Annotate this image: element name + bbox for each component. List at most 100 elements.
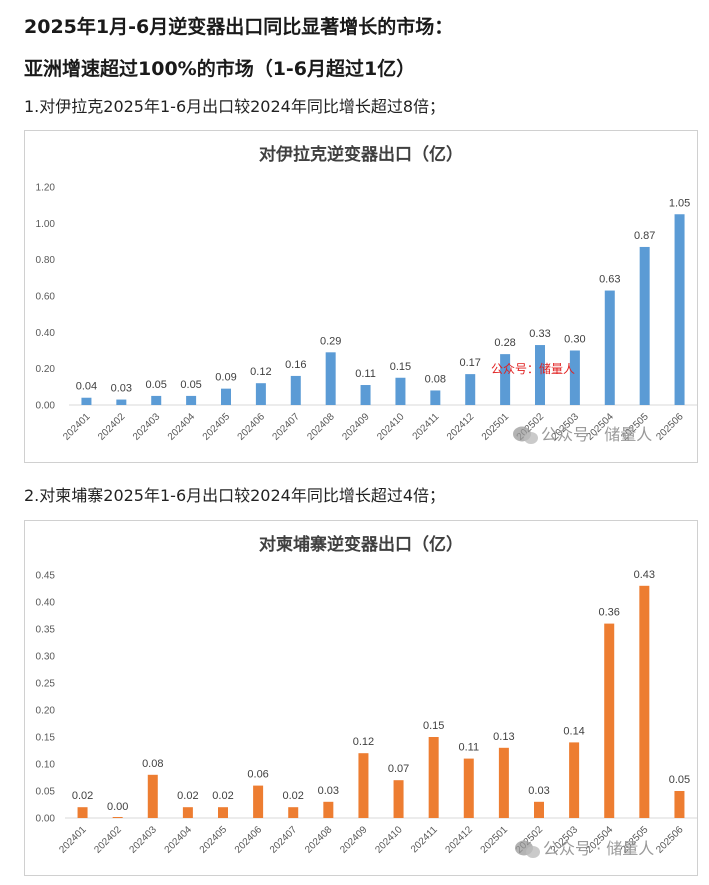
iraq-x-tick-label: 202401 bbox=[61, 411, 93, 443]
cambodia-bar bbox=[639, 585, 650, 818]
iraq-x-tick-label: 202407 bbox=[271, 411, 303, 443]
iraq-x-tick-label: 202409 bbox=[340, 411, 372, 443]
cambodia-bar bbox=[569, 742, 580, 818]
iraq-data-label: 0.15 bbox=[390, 361, 411, 373]
iraq-x-tick-label: 202501 bbox=[480, 411, 512, 443]
cambodia-data-label: 0.03 bbox=[528, 785, 549, 797]
cambodia-y-tick-label: 0.30 bbox=[36, 652, 56, 663]
iraq-y-tick-label: 0.60 bbox=[36, 292, 56, 303]
iraq-y-tick-label: 0.40 bbox=[36, 328, 56, 339]
cambodia-x-tick-label: 202410 bbox=[373, 824, 405, 856]
iraq-data-label: 0.30 bbox=[564, 334, 585, 346]
cambodia-bar bbox=[463, 758, 474, 818]
cambodia-bar bbox=[393, 780, 404, 818]
iraq-data-label: 0.33 bbox=[529, 328, 550, 340]
cambodia-data-label: 0.08 bbox=[142, 758, 163, 770]
iraq-x-tick-label: 202404 bbox=[166, 411, 198, 443]
iraq-bar bbox=[325, 352, 336, 405]
cambodia-data-label: 0.06 bbox=[247, 769, 268, 781]
iraq-x-tick-label: 202412 bbox=[445, 411, 477, 443]
cambodia-data-label: 0.43 bbox=[634, 569, 655, 581]
cambodia-x-tick-label: 202411 bbox=[409, 824, 440, 855]
iraq-inverter-export-chart: 对伊拉克逆变器出口（亿） 0.00 0.20 0.40 0.60 0.80 1.00 1.20… bbox=[24, 130, 698, 463]
iraq-bar bbox=[151, 395, 162, 405]
cambodia-x-tick-label: 202405 bbox=[198, 824, 230, 856]
cambodia-bar bbox=[498, 747, 509, 818]
iraq-bar bbox=[290, 375, 301, 405]
cambodia-x-tick-label: 202406 bbox=[233, 824, 265, 856]
cambodia-data-label: 0.15 bbox=[423, 720, 444, 732]
iraq-bar bbox=[395, 377, 406, 405]
iraq-chart-svg: 对伊拉克逆变器出口（亿） 0.00 0.20 0.40 0.60 0.80 1.00 1.20… bbox=[36, 144, 697, 444]
iraq-bar bbox=[500, 354, 511, 405]
cambodia-chart-title: 对柬埔寨逆变器出口（亿） bbox=[259, 534, 463, 555]
iraq-bar bbox=[255, 383, 266, 405]
heading-line-1: 2025年1月-6月逆变器出口同比显著增长的市场： bbox=[24, 16, 454, 38]
iraq-x-tick-label: 202410 bbox=[375, 411, 407, 443]
cambodia-y-tick-label: 0.10 bbox=[36, 760, 56, 771]
iraq-data-label: 0.17 bbox=[460, 357, 481, 369]
iraq-bar bbox=[116, 399, 127, 405]
cambodia-x-tick-label: 202501 bbox=[479, 824, 511, 856]
cambodia-x-tick-label: 202412 bbox=[444, 824, 476, 856]
paragraph-iraq: 1.对伊拉克2025年1-6月出口较2024年同比增长超过8倍； bbox=[24, 97, 446, 116]
iraq-bar bbox=[360, 385, 371, 405]
iraq-bar bbox=[569, 350, 580, 405]
iraq-y-tick-label: 1.00 bbox=[36, 219, 56, 230]
cambodia-bar bbox=[674, 791, 685, 818]
cambodia-x-tick-label: 202402 bbox=[92, 824, 124, 856]
cambodia-data-label: 0.07 bbox=[388, 763, 409, 775]
iraq-data-label: 0.09 bbox=[215, 372, 236, 384]
iraq-x-tick-label: 202408 bbox=[305, 411, 337, 443]
iraq-bar bbox=[430, 390, 441, 405]
cambodia-y-tick-label: 0.00 bbox=[36, 814, 56, 825]
paragraph-cambodia: 2.对柬埔寨2025年1-6月出口较2024年同比增长超过4倍； bbox=[24, 486, 446, 505]
iraq-x-tick-label: 202411 bbox=[411, 411, 442, 442]
iraq-bar bbox=[81, 397, 92, 405]
iraq-y-tick-label: 0.80 bbox=[36, 255, 56, 266]
cambodia-x-tick-label: 202403 bbox=[128, 824, 160, 856]
iraq-red-watermark: 公众号：储量人 bbox=[491, 361, 575, 376]
iraq-x-tick-label: 202403 bbox=[131, 411, 163, 443]
cambodia-bar bbox=[147, 774, 158, 818]
cambodia-data-label: 0.00 bbox=[107, 801, 128, 813]
cambodia-x-tick-label: 202408 bbox=[303, 824, 335, 856]
cambodia-x-tick-label: 202404 bbox=[163, 824, 195, 856]
iraq-data-label: 0.04 bbox=[76, 381, 97, 393]
cambodia-data-label: 0.12 bbox=[353, 736, 374, 748]
iraq-data-label: 0.03 bbox=[111, 383, 132, 395]
cambodia-bar bbox=[253, 785, 264, 818]
cambodia-y-tick-label: 0.05 bbox=[36, 787, 56, 798]
cambodia-gray-watermark: 公众号 · 储量人 bbox=[543, 839, 654, 858]
wechat-icon-secondary bbox=[524, 432, 538, 444]
iraq-chart-title: 对伊拉克逆变器出口（亿） bbox=[259, 144, 463, 165]
cambodia-data-label: 0.02 bbox=[72, 790, 93, 802]
iraq-bar bbox=[674, 214, 685, 405]
cambodia-bar bbox=[182, 807, 193, 818]
iraq-bar bbox=[465, 374, 476, 405]
iraq-y-tick-label: 0.20 bbox=[36, 364, 56, 375]
wechat-icon-secondary bbox=[526, 846, 540, 858]
cambodia-data-label: 0.02 bbox=[212, 790, 233, 802]
cambodia-bar bbox=[604, 623, 615, 818]
iraq-bar bbox=[535, 345, 545, 405]
iraq-x-tick-label: 202405 bbox=[201, 411, 233, 443]
heading-line-2: 亚洲增速超过100%的市场（1-6月超过1亿） bbox=[24, 58, 416, 80]
iraq-gray-watermark: 公众号 · 储量人 bbox=[541, 425, 652, 444]
iraq-y-tick-label: 1.20 bbox=[36, 183, 56, 194]
cambodia-data-label: 0.14 bbox=[563, 725, 584, 737]
cambodia-x-tick-label: 202401 bbox=[57, 824, 89, 856]
iraq-data-label: 1.05 bbox=[669, 197, 690, 209]
iraq-data-label: 0.12 bbox=[250, 366, 271, 378]
iraq-data-label: 0.11 bbox=[355, 368, 376, 380]
iraq-data-label: 0.87 bbox=[634, 230, 655, 242]
iraq-x-tick-label: 202506 bbox=[654, 411, 686, 443]
cambodia-data-label: 0.13 bbox=[493, 731, 514, 743]
iraq-x-tick-label: 202406 bbox=[236, 411, 268, 443]
cambodia-data-label: 0.11 bbox=[458, 742, 479, 754]
cambodia-x-tick-label: 202409 bbox=[338, 824, 370, 856]
cambodia-bar bbox=[112, 817, 123, 818]
iraq-data-label: 0.28 bbox=[494, 337, 515, 349]
cambodia-data-label: 0.05 bbox=[669, 774, 690, 786]
cambodia-x-tick-label: 202506 bbox=[654, 824, 686, 856]
